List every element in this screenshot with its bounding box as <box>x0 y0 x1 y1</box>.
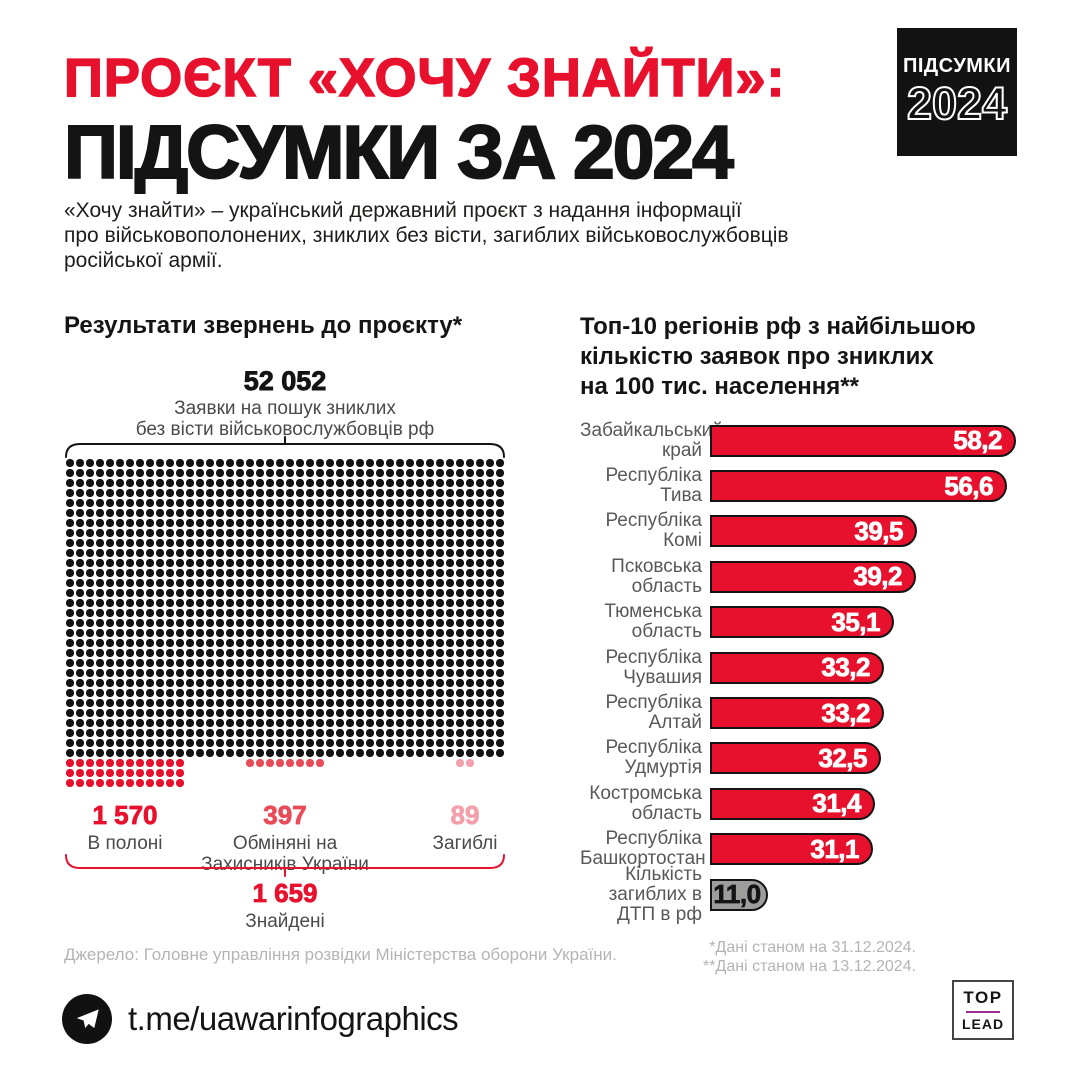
telegram-link[interactable]: t.me/uawarinfographics <box>62 994 459 1044</box>
bar-label: Кількість загиблих в ДТП в рф <box>608 863 702 925</box>
bar-label: Республіка Башкортостан <box>580 828 706 870</box>
bar-label: Костромська область <box>589 782 702 824</box>
bar-chart-section: Топ-10 регіонів рф з найбільшою кількіст… <box>580 312 1017 924</box>
found-label: Знайдені <box>245 911 325 932</box>
toplead-logo: TOP LEAD <box>952 980 1014 1040</box>
top-brace <box>65 436 505 458</box>
project-description: «Хочу знайти» – український державний пр… <box>64 199 789 272</box>
value-bar: 35,1 <box>710 606 894 639</box>
found-value: 1 659 <box>252 878 318 909</box>
value-bar: 39,2 <box>710 560 916 593</box>
bar-value: 33,2 <box>821 697 871 728</box>
pictogram-section: Результати звернень до проєкту* 52 052 З… <box>64 312 506 952</box>
page-title: ПРОЄКТ «ХОЧУ ЗНАЙТИ»: ПІДСУМКИ ЗА 2024 <box>63 48 786 194</box>
year-badge-label: ПІДСУМКИ <box>902 54 1012 77</box>
pictogram-stats: 1 570 В полоні 397 Обміняні на Захисників У… <box>65 800 505 875</box>
bar-row-8: Костромська область 31,4 <box>580 781 1017 826</box>
bar-label: Республіка Удмуртія <box>605 737 702 779</box>
toplead-logo-top: TOP <box>963 988 1003 1007</box>
bar-row-10: Кількість загиблих в ДТП в рф 11,0 <box>580 864 1017 924</box>
bar-chart-title: Топ-10 регіонів рф з найбільшою кількіст… <box>580 313 976 400</box>
reference-bar: 11,0 <box>710 878 768 911</box>
pictogram-total-value: 52 052 <box>243 366 327 397</box>
bar-value: 58,2 <box>953 425 1003 456</box>
bar-value: 56,6 <box>944 470 994 501</box>
pictogram-total-label: Заявки на пошук зниклих без вісти військ… <box>135 398 435 440</box>
bar-chart: Забайкальський край 58,2 Республіка Тива 56,6… <box>580 418 1017 924</box>
title-line-2: ПІДСУМКИ ЗА 2024 <box>63 109 735 194</box>
stat-value: 1 570 <box>92 800 158 831</box>
dots-group-0 <box>65 758 185 788</box>
dots-total <box>65 458 505 758</box>
bar-value: 33,2 <box>821 652 871 683</box>
stat-label: Обміняні на Захисників України <box>201 833 369 875</box>
value-bar: 33,2 <box>710 697 884 730</box>
toplead-logo-divider <box>966 1011 1000 1013</box>
bar-value: 39,5 <box>854 515 904 547</box>
stat-label: В полоні <box>87 833 163 854</box>
bar-row-1: Республіка Тива 56,6 <box>580 463 1017 508</box>
bottom-brace <box>65 854 505 877</box>
year-badge-year: 2024 <box>906 77 1008 130</box>
value-bar: 33,2 <box>710 651 884 684</box>
toplead-logo-lead: LEAD <box>961 1016 1005 1032</box>
pictogram-stat-0: 1 570 В полоні <box>15 800 235 854</box>
bar-label: Республіка Тива <box>605 465 702 507</box>
bar-label: Республіка Комі <box>605 510 702 552</box>
bar-value: 31,1 <box>810 833 860 864</box>
bar-value: 31,4 <box>812 788 862 819</box>
dots-group-2 <box>455 758 475 768</box>
bar-row-3: Псковська область 39,2 <box>580 554 1017 599</box>
bar-row-0: Забайкальський край 58,2 <box>580 418 1017 463</box>
bar-label: Тюменська область <box>604 601 702 643</box>
value-bar: 31,4 <box>710 787 875 820</box>
bar-value: 32,5 <box>818 742 868 774</box>
stat-label: Загиблі <box>432 833 498 854</box>
source-note: Джерело: Головне управління розвідки Мін… <box>64 945 617 964</box>
value-bar: 32,5 <box>710 742 881 775</box>
dot-matrix <box>65 458 505 788</box>
footnotes: *Дані станом на 31.12.2024. **Дані стано… <box>703 939 916 975</box>
stat-value: 397 <box>263 800 307 831</box>
bar-row-9: Республіка Башкортостан 31,1 <box>580 827 1017 872</box>
bar-label: Республіка Чувашия <box>605 646 702 688</box>
bar-label: Забайкальський край <box>580 419 723 461</box>
pictogram-title: Результати звернень до проєкту* <box>64 312 463 339</box>
pictogram-stat-1: 397 Обміняні на Захисників України <box>175 800 395 875</box>
telegram-icon <box>62 994 112 1044</box>
bar-row-7: Республіка Удмуртія 32,5 <box>580 736 1017 781</box>
value-bar: 56,6 <box>710 470 1007 503</box>
bar-row-6: Республіка Алтай 33,2 <box>580 690 1017 735</box>
value-bar: 31,1 <box>710 833 873 866</box>
year-badge: ПІДСУМКИ 2024 <box>897 28 1017 156</box>
bar-row-4: Тюменська область 35,1 <box>580 600 1017 645</box>
bar-value: 35,1 <box>831 606 881 637</box>
bar-row-2: Республіка Комі 39,5 <box>580 509 1017 554</box>
bar-value: 11,0 <box>713 879 761 910</box>
dots-group-1 <box>245 758 325 768</box>
bar-row-5: Республіка Чувашия 33,2 <box>580 645 1017 690</box>
value-bar: 39,5 <box>710 515 917 548</box>
bar-label: Псковська область <box>611 555 702 597</box>
pictogram-stat-2: 89 Загиблі <box>355 800 575 854</box>
stat-value: 89 <box>450 800 480 831</box>
title-line-1: ПРОЄКТ «ХОЧУ ЗНАЙТИ»: <box>63 48 786 108</box>
bar-value: 39,2 <box>853 561 903 592</box>
found-stat: 1 659 Знайдені <box>64 878 506 933</box>
bar-label: Республіка Алтай <box>605 692 702 734</box>
value-bar: 58,2 <box>710 424 1016 457</box>
telegram-handle: t.me/uawarinfographics <box>128 1000 459 1037</box>
